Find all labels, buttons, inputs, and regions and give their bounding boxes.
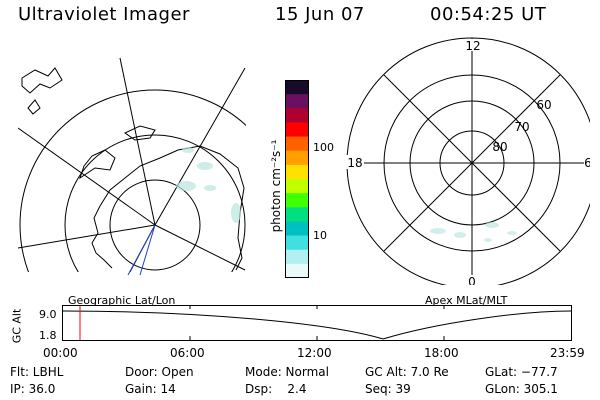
colorbar-unit-label: photon cm⁻²s⁻¹ [269,139,283,233]
sequence-value: Seq: 39 [365,382,411,396]
mlt-label-0: 0 [468,275,476,285]
ip-value: IP: 36.0 [10,382,56,396]
mlt-label-6: 6 [584,156,590,170]
coastline [124,125,156,141]
colorbar-segment [285,179,309,194]
gc-altitude-value: GC Alt: 7.0 Re [365,365,449,379]
coastline [27,99,41,115]
altitude-timeline [62,305,572,341]
image-date: 15 Jun 07 [275,4,365,25]
geo-longitude-value: GLon: 305.1 [485,382,558,396]
longitude-line [154,224,246,271]
altitude-tick-label: 1.8 [39,329,57,342]
longitude-line [18,224,156,249]
image-time: 00:54:25 UT [430,4,547,25]
magnetic-polar-plot: 12 18 6 0 60 70 80 [346,37,590,285]
altitude-tick-label: 9.0 [39,308,57,321]
colorbar-segment [285,193,309,208]
apex-panel-label: Apex MLat/MLT [425,294,508,307]
satellite-look-vector [127,224,156,276]
latitude-circle [19,89,246,272]
mode-value: Mode: Normal [245,365,329,379]
intensity-colorbar [285,80,309,278]
colorbar-segment [285,108,309,123]
latitude-circle [64,134,246,272]
longitude-line [119,57,156,226]
colorbar-segment [285,263,309,278]
colorbar-segment [285,207,309,222]
mlt-label-12: 12 [465,39,480,53]
colorbar-segment [285,122,309,138]
colorbar-segment [285,94,309,109]
geographic-map-panel [18,57,246,276]
mlt-label-18: 18 [347,156,362,170]
filter-value: Flt: LBHL [10,365,64,379]
colorbar-segment [285,235,309,251]
coastline [91,145,245,271]
door-status: Door: Open [125,365,194,379]
colorbar-segment [285,164,309,180]
time-tick-label: 00:00 [43,346,78,360]
mlat-label-60: 60 [536,98,551,112]
latitude-circle [109,179,201,271]
instrument-title: Ultraviolet Imager [18,4,190,25]
colorbar-segment [285,221,309,237]
geo-latitude-value: GLat: −77.7 [485,365,558,379]
aurora-emission [430,222,517,242]
mlat-label-80: 80 [492,140,507,154]
longitude-line [18,127,156,226]
colorbar-segment [285,136,309,152]
coastline [21,67,63,94]
time-tick-label: 06:00 [170,346,205,360]
coastline [79,149,116,180]
dsp-value: Dsp: 2.4 [245,382,307,396]
time-tick-label: 23:59 [550,346,585,360]
colorbar-tick-label: 10 [313,229,327,242]
aurora-emission [176,147,241,223]
geographic-panel-label: Geographic Lat/Lon [68,294,176,307]
gain-value: Gain: 14 [125,382,176,396]
mlt-meridian [383,74,561,252]
altitude-curve [62,310,572,340]
colorbar-segment [285,80,309,95]
mlat-label-70: 70 [514,120,529,134]
time-tick-label: 18:00 [424,346,459,360]
time-tick-label: 12:00 [297,346,332,360]
colorbar-segment [285,150,309,166]
colorbar-tick-label: 100 [313,141,334,154]
colorbar-segment [285,249,309,265]
